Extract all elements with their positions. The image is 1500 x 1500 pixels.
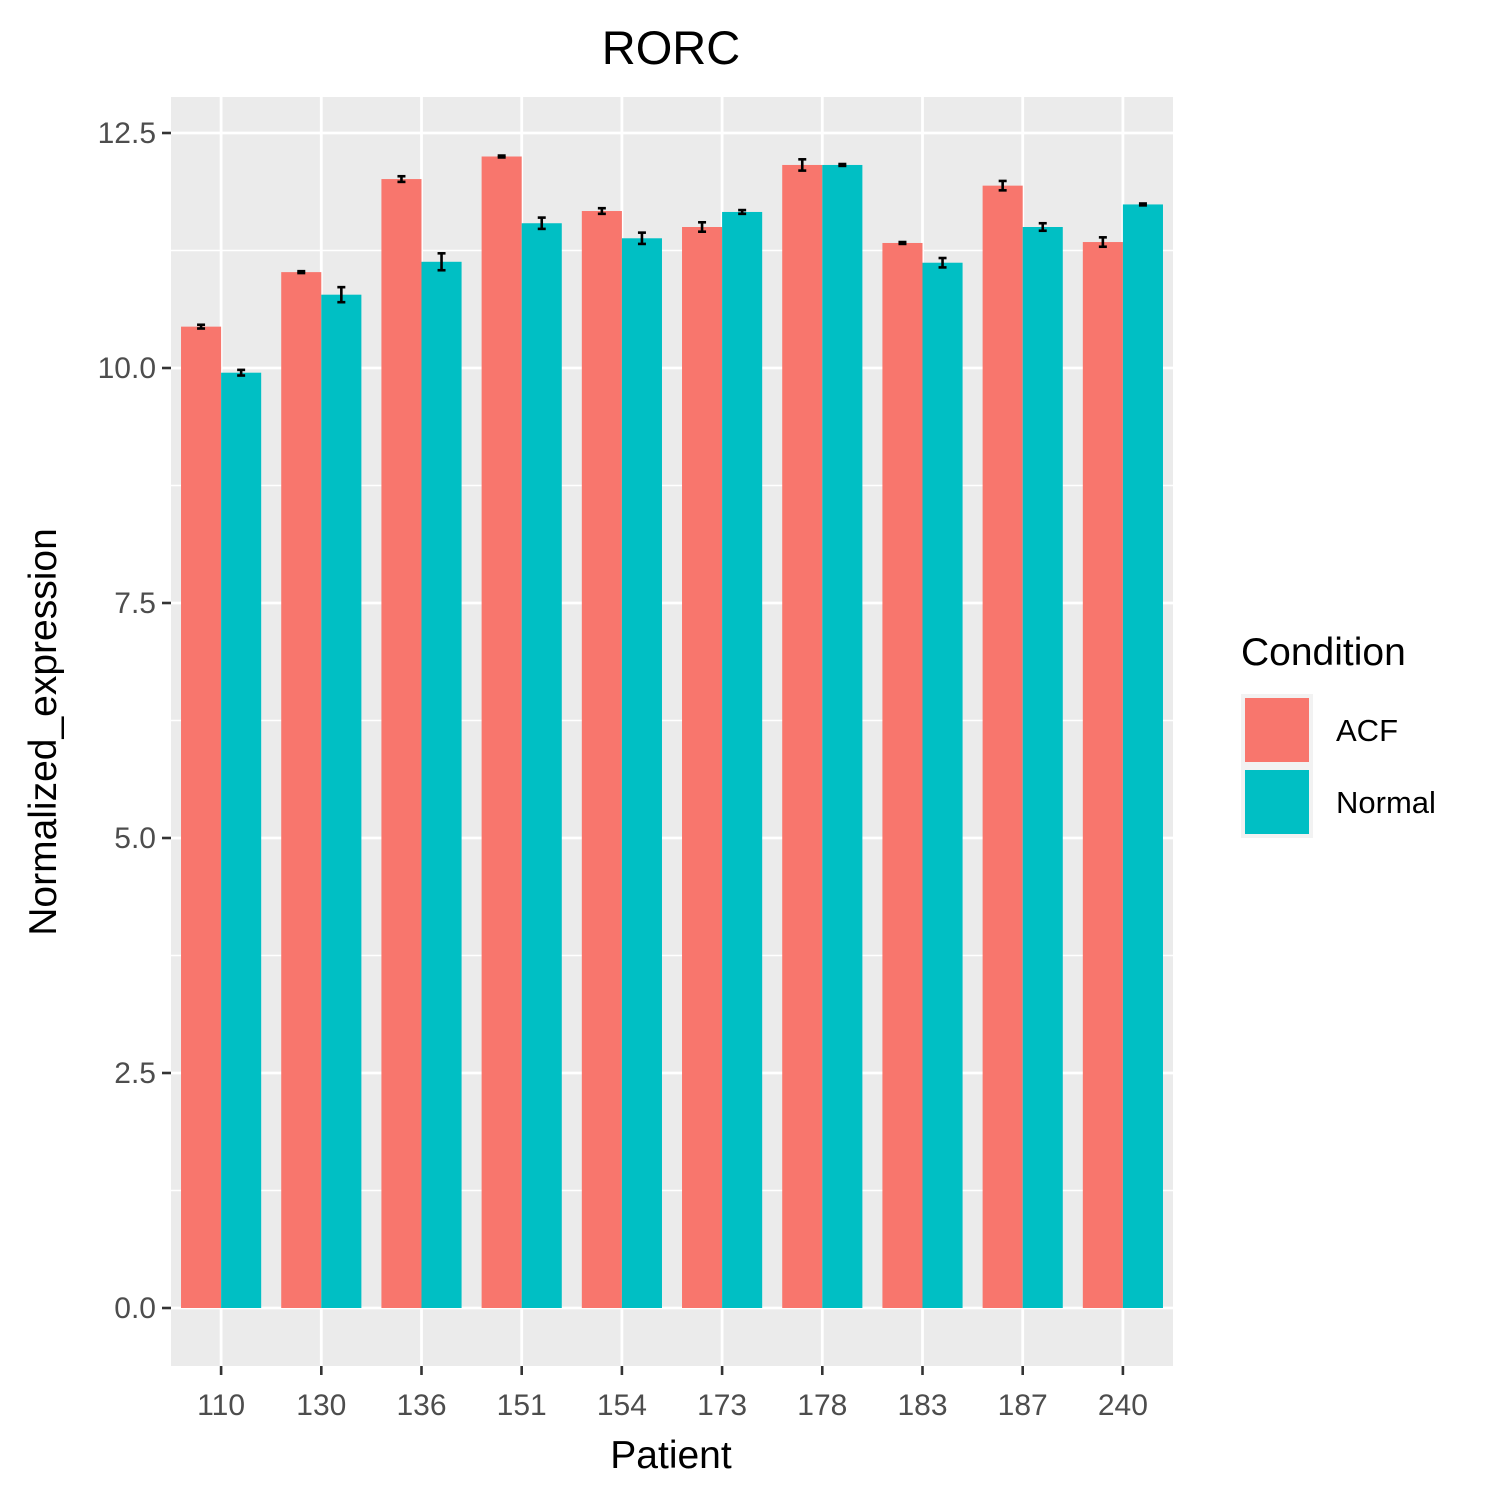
bar-normal-110 xyxy=(221,372,262,1308)
bar-normal-130 xyxy=(321,294,362,1308)
errorbar-acf-187 xyxy=(998,179,1007,192)
chart-title: RORC xyxy=(602,21,740,74)
bar-acf-183 xyxy=(882,242,923,1309)
errorbar-normal-130 xyxy=(337,285,346,304)
bar-acf-110 xyxy=(181,326,222,1308)
legend-item-acf: ACF xyxy=(1241,694,1398,766)
errorbar-acf-178 xyxy=(798,158,807,172)
errorbar-acf-110 xyxy=(197,323,206,330)
legend-label-acf: ACF xyxy=(1336,713,1398,748)
legend-item-normal: Normal xyxy=(1241,766,1436,838)
x-tick-label: 240 xyxy=(1098,1389,1148,1422)
bar-acf-136 xyxy=(381,179,422,1308)
legend-label-normal: Normal xyxy=(1336,785,1436,820)
legend: Condition ACF Normal xyxy=(1241,631,1436,838)
errorbar-normal-151 xyxy=(537,216,546,231)
errorbar-normal-187 xyxy=(1038,221,1047,233)
y-tick-label: 7.5 xyxy=(114,587,156,620)
errorbar-normal-110 xyxy=(237,368,246,377)
errorbar-acf-240 xyxy=(1098,236,1107,249)
bar-acf-151 xyxy=(481,156,522,1308)
errorbar-acf-183 xyxy=(898,240,907,246)
bar-normal-240 xyxy=(1122,204,1163,1309)
errorbar-acf-130 xyxy=(297,269,306,275)
errorbar-acf-154 xyxy=(597,206,606,216)
y-tick-label: 10.0 xyxy=(98,352,156,385)
legend-title: Condition xyxy=(1241,631,1406,674)
x-tick-label: 187 xyxy=(998,1389,1048,1422)
errorbar-acf-136 xyxy=(397,174,406,184)
bar-normal-136 xyxy=(421,261,462,1308)
errorbar-acf-151 xyxy=(497,154,506,159)
errorbar-acf-173 xyxy=(698,221,707,233)
x-tick-label: 173 xyxy=(697,1389,747,1422)
errorbar-normal-154 xyxy=(637,231,646,246)
errorbar-normal-183 xyxy=(938,256,947,269)
y-tick-label: 2.5 xyxy=(114,1057,156,1090)
x-tick-label: 130 xyxy=(296,1389,346,1422)
legend-key-normal xyxy=(1245,770,1309,834)
bar-acf-187 xyxy=(982,185,1023,1308)
bar-acf-178 xyxy=(782,164,823,1309)
errorbar-normal-136 xyxy=(437,252,446,272)
errorbar-normal-173 xyxy=(738,208,747,216)
x-tick-label: 151 xyxy=(497,1389,547,1422)
bar-acf-173 xyxy=(682,227,723,1308)
bar-normal-178 xyxy=(822,164,863,1309)
y-tick-label: 0.0 xyxy=(114,1292,156,1325)
bar-normal-151 xyxy=(521,223,562,1309)
bar-acf-130 xyxy=(281,272,322,1308)
legend-key-acf xyxy=(1245,698,1309,762)
y-axis-title: Normalized_expression xyxy=(22,528,65,936)
x-tick-label: 110 xyxy=(197,1389,245,1422)
errorbars-layer xyxy=(197,154,1147,377)
x-tick-label: 178 xyxy=(797,1389,847,1422)
bar-acf-240 xyxy=(1082,242,1123,1308)
x-tick-label: 154 xyxy=(597,1389,647,1422)
bars-layer xyxy=(181,156,1163,1309)
y-axis: 0.0 2.5 5.0 7.5 10.0 12.5 xyxy=(98,117,171,1325)
x-tick-label: 136 xyxy=(396,1389,446,1422)
bar-normal-187 xyxy=(1022,227,1063,1308)
errorbar-normal-240 xyxy=(1138,202,1147,207)
y-tick-label: 12.5 xyxy=(98,117,156,150)
x-axis: 110 130 136 151 154 173 178 183 187 240 xyxy=(197,1366,1148,1422)
bar-acf-154 xyxy=(581,211,622,1308)
bar-normal-183 xyxy=(922,262,963,1309)
bar-normal-154 xyxy=(621,238,662,1308)
y-tick-label: 5.0 xyxy=(114,822,156,855)
bar-normal-173 xyxy=(722,211,763,1309)
errorbar-normal-178 xyxy=(838,162,847,168)
x-tick-label: 183 xyxy=(897,1389,947,1422)
x-axis-title: Patient xyxy=(610,1434,732,1477)
